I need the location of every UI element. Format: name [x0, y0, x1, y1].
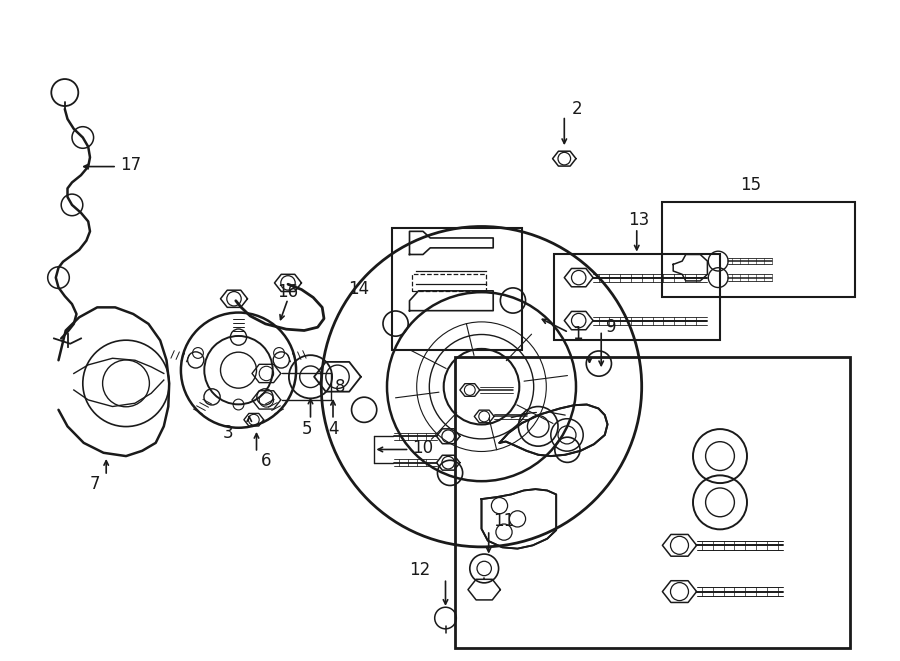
Text: 11: 11 [493, 512, 515, 530]
Text: 16: 16 [277, 283, 298, 301]
Text: 4: 4 [328, 420, 339, 438]
Text: 2: 2 [572, 100, 582, 118]
Text: 1: 1 [572, 325, 583, 344]
Polygon shape [482, 489, 556, 549]
Bar [392, 228, 522, 350]
Bar [454, 357, 850, 648]
Bar [412, 274, 486, 291]
Polygon shape [500, 405, 608, 456]
Text: 9: 9 [606, 318, 616, 336]
Text: 17: 17 [120, 156, 140, 175]
Text: 14: 14 [348, 280, 369, 298]
Text: 15: 15 [740, 176, 761, 194]
Text: 6: 6 [261, 451, 272, 470]
Bar [554, 254, 720, 340]
Text: 13: 13 [628, 211, 649, 229]
Text: 8: 8 [335, 377, 346, 396]
Text: 12: 12 [410, 561, 431, 580]
Text: 5: 5 [302, 420, 312, 438]
Text: 10: 10 [412, 439, 433, 457]
Text: 7: 7 [90, 475, 101, 493]
Bar [662, 202, 855, 297]
Text: 3: 3 [222, 424, 233, 442]
